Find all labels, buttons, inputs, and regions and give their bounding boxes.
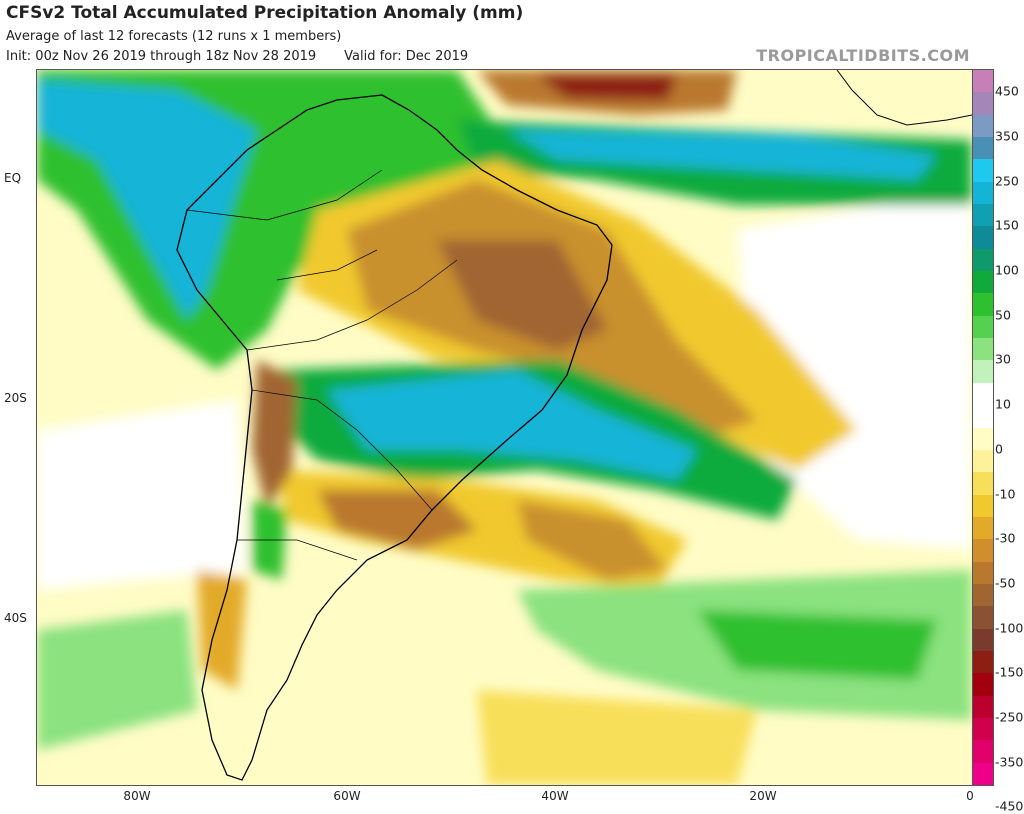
colorbar-tick-label: -50	[995, 575, 1016, 591]
anomaly-map	[36, 69, 973, 786]
brown-andes-streak	[252, 360, 297, 510]
lon-label-40w: 40W	[541, 789, 569, 803]
colorbar-swatch	[973, 628, 993, 651]
init-range: Init: 00z Nov 26 2019 through 18z Nov 28…	[6, 49, 317, 64]
red-north-african	[537, 75, 677, 100]
white-south-pacific	[37, 400, 247, 590]
colorbar-swatch	[973, 449, 993, 473]
country-borders	[186, 169, 458, 561]
brown-south-atlantic	[517, 500, 667, 580]
colorbar-swatch	[973, 204, 993, 227]
colorbar-swatch	[973, 382, 993, 406]
colorbar-swatch	[973, 360, 993, 383]
colorbar-swatch	[973, 338, 993, 361]
colorbar-tick-label: 100	[995, 262, 1019, 278]
colorbar-tick-label: -450	[995, 798, 1024, 814]
colorbar-tick-label: 30	[995, 351, 1011, 367]
yellow-southern-ocean	[477, 690, 757, 785]
lon-label-80w: 80W	[123, 789, 151, 803]
colorbar-tick-label: 150	[995, 217, 1019, 233]
lat-label-40s: 40S	[4, 611, 27, 625]
colorbar-swatch	[973, 226, 993, 249]
colorbar-swatch	[973, 516, 993, 540]
colorbar-tick-label: -250	[995, 709, 1024, 725]
colorbar-tick-label: 250	[995, 173, 1019, 189]
colorbar-tick-label: 450	[995, 83, 1019, 99]
colorbar-swatch	[973, 181, 993, 205]
colorbar-swatch	[973, 472, 993, 495]
colorbar-swatch	[973, 70, 993, 93]
colorbar	[972, 69, 994, 786]
colorbar-tick-label: -10	[995, 486, 1016, 502]
valid-for: Valid for: Dec 2019	[344, 49, 469, 64]
colorbar-swatch	[973, 717, 993, 741]
colorbar-tick-label: 0	[995, 441, 1003, 457]
colorbar-swatch	[973, 740, 993, 763]
colorbar-tick-label: -350	[995, 754, 1024, 770]
dark-brown-brazil	[437, 240, 607, 350]
colorbar-swatch	[973, 271, 993, 294]
colorbar-swatch	[973, 315, 993, 339]
colorbar-swatch	[973, 673, 993, 696]
colorbar-swatch	[973, 695, 993, 718]
colorbar-tick-label: -100	[995, 620, 1024, 636]
lat-label-20s: 20S	[4, 391, 27, 405]
anomaly-map-svg	[37, 70, 972, 785]
colorbar-swatch	[973, 405, 993, 428]
lon-label-0: 0	[966, 789, 974, 803]
colorbar-labels: 450 350 250 150 100 50 30 10 0 -10 -30 -50 -100 -150-…	[995, 69, 1024, 814]
orange-patagonia	[197, 570, 247, 690]
colorbar-swatch	[973, 137, 993, 160]
colorbar-tick-label: 50	[995, 307, 1011, 323]
colorbar-tick-label: -150	[995, 664, 1024, 680]
lon-label-60w: 60W	[333, 789, 361, 803]
teal-sacz-band	[327, 370, 697, 480]
init-line: Init: 00z Nov 26 2019 through 18z Nov 28…	[6, 49, 468, 64]
colorbar-tick-label: -30	[995, 530, 1016, 546]
colorbar-swatch	[973, 427, 993, 450]
anomaly-fields	[37, 70, 972, 785]
green-south-core	[697, 610, 937, 680]
colorbar-tick-label: 350	[995, 128, 1019, 144]
africa-outline	[836, 70, 972, 126]
colorbar-swatch	[973, 92, 993, 115]
lon-label-20w: 20W	[749, 789, 777, 803]
colorbar-swatch	[973, 494, 993, 517]
colorbar-tick-label: 10	[995, 396, 1011, 412]
lat-label-eq: EQ	[4, 171, 22, 185]
colorbar-swatch	[973, 248, 993, 272]
colorbar-swatch	[973, 293, 993, 316]
teal-north-andes	[37, 80, 257, 320]
colorbar-swatch	[973, 114, 993, 138]
south-america-outline	[176, 94, 613, 781]
colorbar-swatch	[973, 583, 993, 607]
chart-subtitle: Average of last 12 forecasts (12 runs x …	[6, 29, 342, 44]
chart-title: CFSv2 Total Accumulated Precipitation An…	[6, 3, 524, 23]
green-patagonia-west	[37, 610, 197, 750]
colorbar-swatch	[973, 650, 993, 674]
colorbar-swatch	[973, 561, 993, 584]
colorbar-swatch	[973, 539, 993, 562]
teal-equatorial-atlantic	[507, 130, 937, 180]
brand-watermark: TROPICALTIDBITS.COM	[756, 46, 970, 65]
colorbar-swatch	[973, 606, 993, 629]
colorbar-swatch	[973, 159, 993, 182]
colorbar-swatch	[973, 762, 993, 785]
